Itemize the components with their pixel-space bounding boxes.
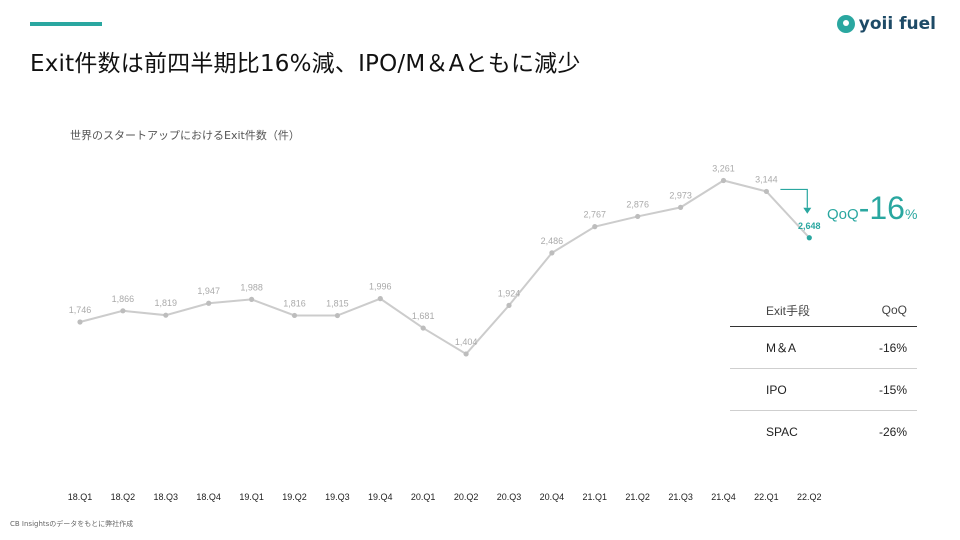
x-tick-label: 21.Q4 — [711, 492, 736, 502]
x-tick-label: 21.Q3 — [668, 492, 693, 502]
data-point — [291, 312, 298, 319]
data-point — [120, 308, 126, 314]
source-footnote: CB Insightsのデータをもとに弊社作成 — [10, 520, 134, 528]
data-point — [506, 302, 512, 308]
x-tick-label: 19.Q2 — [282, 492, 307, 502]
accent-bar — [30, 22, 102, 26]
x-tick-label: 19.Q3 — [325, 492, 350, 502]
x-tick-label: 19.Q1 — [239, 492, 264, 502]
data-point — [720, 177, 727, 184]
qoq-arrow-head — [803, 207, 812, 214]
x-tick-label: 20.Q1 — [411, 492, 436, 502]
data-point — [163, 312, 169, 318]
x-tick-label: 20.Q4 — [540, 492, 565, 502]
table-row: SPAC -26% — [730, 411, 917, 453]
data-label: 1,996 — [369, 282, 392, 292]
data-point — [77, 319, 83, 325]
qoq-callout-prefix: QoQ — [827, 206, 859, 223]
table-header-row: Exit手段 QoQ — [730, 294, 917, 327]
x-tick-label: 19.Q4 — [368, 492, 393, 502]
series-line-last-segment — [765, 190, 811, 239]
data-point — [678, 204, 684, 210]
data-point — [763, 188, 770, 195]
table-cell-method: M＆A — [730, 326, 857, 369]
x-tick-label: 20.Q3 — [497, 492, 522, 502]
data-point — [377, 296, 383, 302]
data-point — [420, 325, 426, 331]
data-point — [592, 224, 598, 230]
x-tick-label: 18.Q2 — [111, 492, 136, 502]
exit-method-table: Exit手段 QoQ M＆A -16% IPO -15% SPAC -26% — [730, 294, 917, 452]
data-label: 1,819 — [155, 298, 178, 308]
x-tick-label: 18.Q1 — [68, 492, 93, 502]
logo: yoii fuel — [836, 14, 936, 34]
qoq-callout-unit: % — [904, 206, 918, 222]
table-row: IPO -15% — [730, 368, 917, 411]
x-tick-label: 21.Q1 — [583, 492, 608, 502]
data-label: 1,681 — [412, 311, 435, 321]
data-label: 1,924 — [498, 288, 521, 298]
x-tick-label: 22.Q2 — [797, 492, 822, 502]
data-point — [806, 235, 812, 241]
data-point — [635, 213, 641, 220]
qoq-callout: QoQ-16% — [827, 190, 917, 227]
x-tick-label: 20.Q2 — [454, 492, 479, 502]
data-label: 1,988 — [240, 282, 263, 292]
data-point — [463, 351, 469, 357]
x-tick-label: 21.Q2 — [625, 492, 650, 502]
x-tick-label: 18.Q4 — [196, 492, 221, 502]
data-label: 2,486 — [541, 236, 564, 246]
logo-icon — [836, 15, 855, 33]
table-cell-method: IPO — [730, 368, 857, 411]
table-cell-qoq: -15% — [856, 368, 917, 411]
data-point — [549, 250, 555, 256]
data-label: 1,746 — [69, 305, 92, 315]
data-label: 1,866 — [112, 294, 135, 304]
qoq-arrow-line — [780, 188, 808, 208]
table-cell-method: SPAC — [766, 424, 798, 439]
qoq-callout-value: -16 — [858, 190, 905, 226]
x-tick-label: 18.Q3 — [154, 492, 179, 502]
data-label: 1,815 — [326, 299, 349, 309]
table-header-qoq: QoQ — [856, 294, 917, 327]
data-label: 1,404 — [455, 337, 478, 347]
x-tick-label: 22.Q1 — [754, 492, 779, 502]
logo-text: yoii fuel — [858, 14, 936, 34]
data-label: 2,767 — [584, 210, 607, 220]
data-label: 1,947 — [197, 286, 220, 296]
table-header-method: Exit手段 — [730, 294, 857, 327]
data-point — [249, 296, 255, 302]
data-label: 1,816 — [283, 298, 306, 308]
data-label: 2,973 — [669, 190, 692, 200]
table-cell-qoq: -26% — [878, 424, 907, 439]
chart-title: 世界のスタートアップにおけるExit件数（件） — [70, 129, 300, 142]
data-label: 2,648 — [798, 221, 821, 231]
table-cell-qoq: -16% — [856, 326, 917, 369]
data-label: 3,261 — [712, 163, 735, 173]
data-label: 3,144 — [755, 174, 778, 184]
page-title: Exit件数は前四半期比16%減、IPO/M＆Aともに減少 — [30, 51, 581, 77]
data-point — [334, 312, 340, 319]
data-label: 2,876 — [626, 199, 649, 209]
data-point — [206, 300, 212, 306]
table-row: M＆A -16% — [730, 326, 917, 369]
